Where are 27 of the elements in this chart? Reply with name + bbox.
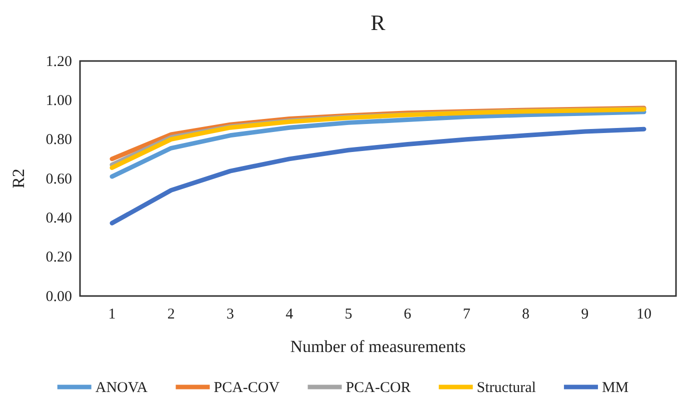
x-tick-label: 1 bbox=[108, 306, 116, 323]
y-tick-label: 0.40 bbox=[46, 210, 72, 226]
line-series bbox=[110, 110, 646, 179]
line-series bbox=[110, 126, 646, 226]
x-tick-label: 6 bbox=[404, 306, 412, 323]
legend-label: MM bbox=[602, 380, 629, 396]
legend-label: Structural bbox=[476, 380, 536, 396]
y-tick-label: 0.00 bbox=[46, 288, 72, 305]
x-tick-label: 2 bbox=[167, 306, 175, 323]
y-tick-label: 1.00 bbox=[46, 92, 72, 109]
legend-label: ANOVA bbox=[95, 380, 148, 396]
x-tick-label: 9 bbox=[581, 306, 589, 323]
y-tick-label: 0.80 bbox=[46, 132, 72, 148]
x-tick-label: 7 bbox=[462, 306, 471, 323]
legend-label: PCA-COV bbox=[214, 380, 280, 396]
chart-title: R bbox=[370, 10, 386, 35]
x-tick-label: 5 bbox=[344, 306, 352, 323]
x-tick-label: 8 bbox=[522, 306, 530, 323]
x-axis-title: Number of measurements bbox=[290, 337, 466, 356]
y-tick-label: 1.20 bbox=[46, 54, 72, 70]
x-tick-label: 4 bbox=[286, 306, 294, 323]
x-tick-label: 3 bbox=[226, 306, 234, 323]
x-tick-label: 10 bbox=[636, 306, 652, 323]
y-axis-title: R2 bbox=[9, 168, 28, 188]
y-tick-label: 0.20 bbox=[46, 250, 72, 266]
y-tick-label: 0.60 bbox=[46, 171, 72, 188]
legend-label: PCA-COR bbox=[346, 380, 411, 396]
